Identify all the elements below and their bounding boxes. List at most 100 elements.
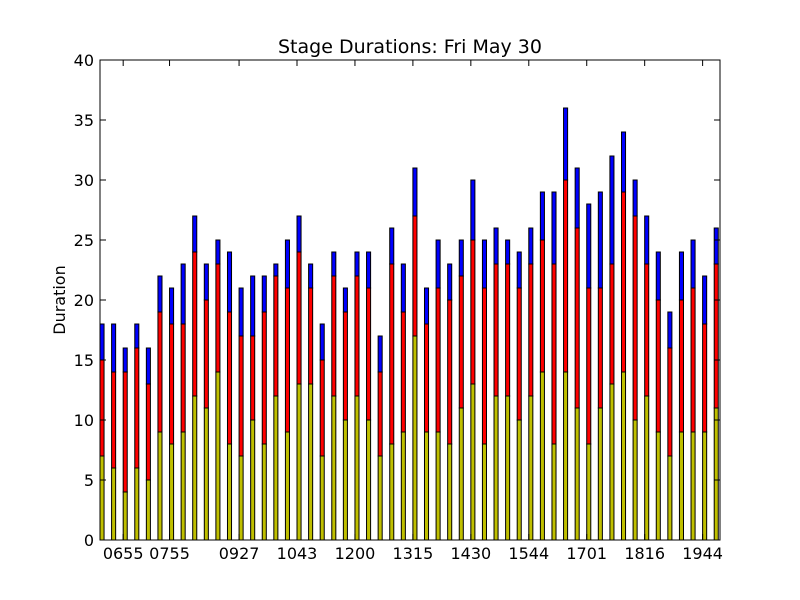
bar-segment-bottom	[516, 419, 522, 541]
bar-segment-bottom	[505, 395, 511, 541]
bar-segment-top	[319, 323, 325, 361]
bar-segment-top	[644, 215, 650, 265]
y-tick-label: 15	[74, 351, 94, 370]
bar-segment-bottom	[574, 407, 580, 541]
x-tick-label: 1816	[624, 544, 665, 563]
bar-segment-middle	[481, 287, 487, 445]
bar-segment-bottom	[632, 419, 638, 541]
bar-segment-top	[366, 251, 372, 289]
bar-segment-middle	[238, 335, 244, 457]
bar-segment-top	[296, 215, 302, 253]
bar-segment-top	[551, 191, 557, 265]
bar-segment-top	[389, 227, 395, 265]
bar-segment-middle	[180, 323, 186, 433]
bar-segment-top	[99, 323, 105, 361]
bar-segment-bottom	[667, 455, 673, 541]
bar-segment-bottom	[238, 455, 244, 541]
bar-segment-middle	[678, 299, 684, 433]
bar-segment-middle	[203, 299, 209, 409]
bar-segment-bottom	[226, 443, 233, 541]
bar-segment-middle	[563, 179, 569, 373]
bar-segment-middle	[574, 227, 580, 409]
bar-segment-middle	[296, 251, 302, 385]
bar-segment-bottom	[261, 443, 267, 541]
bar-segment-middle	[400, 311, 406, 433]
bar-segment-middle	[308, 287, 314, 385]
bar-segment-top	[400, 263, 406, 313]
y-tick-label: 5	[84, 471, 94, 490]
bar-segment-middle	[667, 347, 673, 457]
bar-segment-bottom	[319, 455, 325, 541]
bar-segment-bottom	[458, 407, 464, 541]
bar-segment-top	[713, 227, 719, 265]
bar-segment-middle	[192, 251, 198, 397]
bar-segment-middle	[597, 287, 603, 409]
bar-segment-bottom	[539, 371, 545, 541]
bar-segment-middle	[655, 299, 661, 433]
bar-segment-middle	[215, 263, 221, 373]
bar-segment-top	[493, 227, 499, 265]
bar-segment-top	[528, 227, 534, 265]
x-tick-label: 1200	[335, 544, 376, 563]
bar-segment-middle	[516, 287, 522, 421]
bar-segment-top	[284, 239, 290, 289]
bar-segment-middle	[134, 347, 140, 469]
bar-segment-middle	[423, 323, 430, 433]
bar-segment-middle	[389, 263, 395, 445]
bar-segment-bottom	[192, 395, 198, 541]
bar-segment-top	[122, 347, 128, 373]
bar-segment-bottom	[713, 407, 719, 541]
bar-segment-bottom	[308, 383, 314, 541]
y-tick-label: 20	[74, 291, 94, 310]
bar-segment-top	[435, 239, 441, 289]
bar-segment-top	[609, 155, 615, 265]
bar-segment-top	[377, 335, 383, 373]
y-tick-label: 35	[74, 111, 94, 130]
bar-segment-bottom	[690, 431, 696, 541]
bar-segment-top	[655, 251, 661, 301]
bar-segment-bottom	[134, 467, 140, 541]
bar-segment-bottom	[215, 371, 221, 541]
bar-segment-bottom	[157, 431, 163, 541]
bar-segment-middle	[620, 191, 627, 373]
bar-segment-top	[203, 263, 209, 301]
bar-segment-top	[690, 239, 696, 289]
bar-segment-top	[192, 215, 198, 253]
bar-segment-middle	[470, 239, 476, 385]
y-tick-label: 25	[74, 231, 94, 250]
bar-segment-middle	[713, 263, 719, 409]
bar-segment-bottom	[551, 443, 557, 541]
bar-segment-bottom	[331, 395, 337, 541]
x-tick-label: 1544	[508, 544, 549, 563]
bar-segment-middle	[528, 263, 534, 397]
bar-segment-middle	[702, 323, 708, 433]
bar-segment-bottom	[400, 431, 406, 541]
bar-segment-bottom	[284, 431, 290, 541]
bar-segment-top	[342, 287, 348, 313]
bar-segment-bottom	[597, 407, 603, 541]
bar-segment-middle	[157, 311, 163, 433]
bar-segment-middle	[342, 311, 348, 421]
bar-segment-top	[157, 275, 163, 313]
bar-segment-bottom	[366, 419, 372, 541]
bar-segment-bottom	[655, 431, 661, 541]
x-tick-label: 1430	[450, 544, 491, 563]
y-tick-label: 30	[74, 171, 94, 190]
bar-segment-top	[261, 275, 267, 313]
bar-segment-top	[505, 239, 511, 265]
x-tick-label: 1315	[393, 544, 434, 563]
x-tick-label: 0755	[149, 544, 190, 563]
bar-segment-middle	[551, 263, 557, 445]
bar-segment-middle	[586, 287, 592, 445]
bar-segment-middle	[145, 383, 151, 481]
bar-segment-bottom	[447, 443, 453, 541]
y-axis-label: Duration	[50, 265, 69, 335]
bar-segment-bottom	[111, 467, 117, 541]
bar-segment-middle	[458, 275, 464, 409]
bar-segment-top	[250, 275, 256, 337]
bar-segment-top	[458, 239, 464, 277]
bar-segment-bottom	[481, 443, 487, 541]
bar-segment-top	[134, 323, 140, 349]
bar-segment-bottom	[644, 395, 650, 541]
bar-segment-top	[667, 311, 673, 349]
